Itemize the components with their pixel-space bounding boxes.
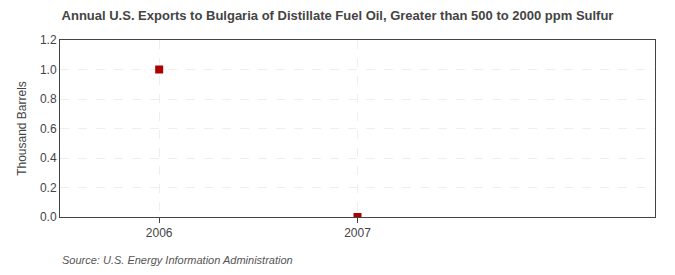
svg-text:0.2: 0.2: [40, 181, 57, 195]
svg-text:2007: 2007: [344, 226, 371, 240]
svg-text:Thousand Barrels: Thousand Barrels: [15, 81, 29, 176]
svg-text:1.2: 1.2: [40, 33, 57, 47]
svg-text:0.6: 0.6: [40, 122, 57, 136]
svg-text:0.8: 0.8: [40, 92, 57, 106]
svg-text:0.0: 0.0: [40, 210, 57, 224]
svg-text:Annual U.S. Exports to Bulgari: Annual U.S. Exports to Bulgaria of Disti…: [62, 8, 614, 23]
svg-text:2006: 2006: [146, 226, 173, 240]
svg-text:0.4: 0.4: [40, 151, 57, 165]
svg-text:Source: U.S. Energy Informatio: Source: U.S. Energy Information Administ…: [62, 254, 293, 266]
svg-text:1.0: 1.0: [40, 63, 57, 77]
